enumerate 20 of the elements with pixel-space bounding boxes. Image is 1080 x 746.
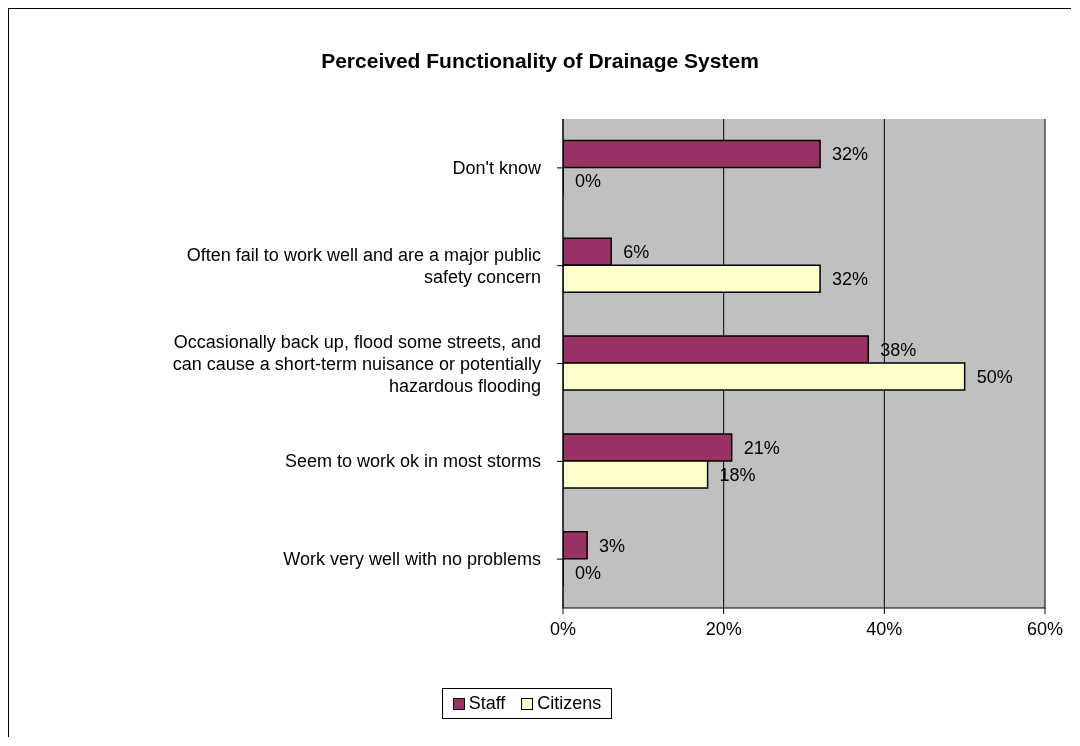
legend-label: Staff [467, 693, 506, 714]
data-label: 32% [832, 269, 869, 290]
data-label: 50% [976, 367, 1013, 388]
x-tick-label: 0% [549, 618, 577, 639]
x-tick-label: 60% [1026, 618, 1064, 639]
y-tick-label: Work very well with no problems [283, 549, 541, 570]
x-tick-label: 40% [866, 618, 903, 639]
x-tick-label: 20% [705, 618, 742, 639]
data-label: 0% [575, 562, 602, 583]
chart-title: Perceived Functionality of Drainage System [320, 49, 760, 73]
legend-label: Citizens [536, 693, 602, 714]
data-label: 0% [575, 171, 602, 192]
y-tick-label: Don't know [452, 157, 542, 178]
data-label: 32% [832, 144, 869, 165]
data-label: 3% [599, 535, 626, 556]
y-tick-label: Occasionally back up, flood some streets, and can cause a short-term nuisance or potentially hazardous flooding [172, 331, 541, 396]
data-label: 6% [623, 242, 650, 263]
data-label: 21% [743, 437, 780, 458]
y-tick-label: Seem to work ok in most storms [284, 451, 541, 472]
y-tick-label: Often fail to work well and are a major public safety concern [186, 244, 541, 287]
